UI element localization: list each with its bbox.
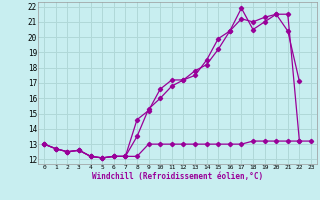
X-axis label: Windchill (Refroidissement éolien,°C): Windchill (Refroidissement éolien,°C) xyxy=(92,172,263,181)
